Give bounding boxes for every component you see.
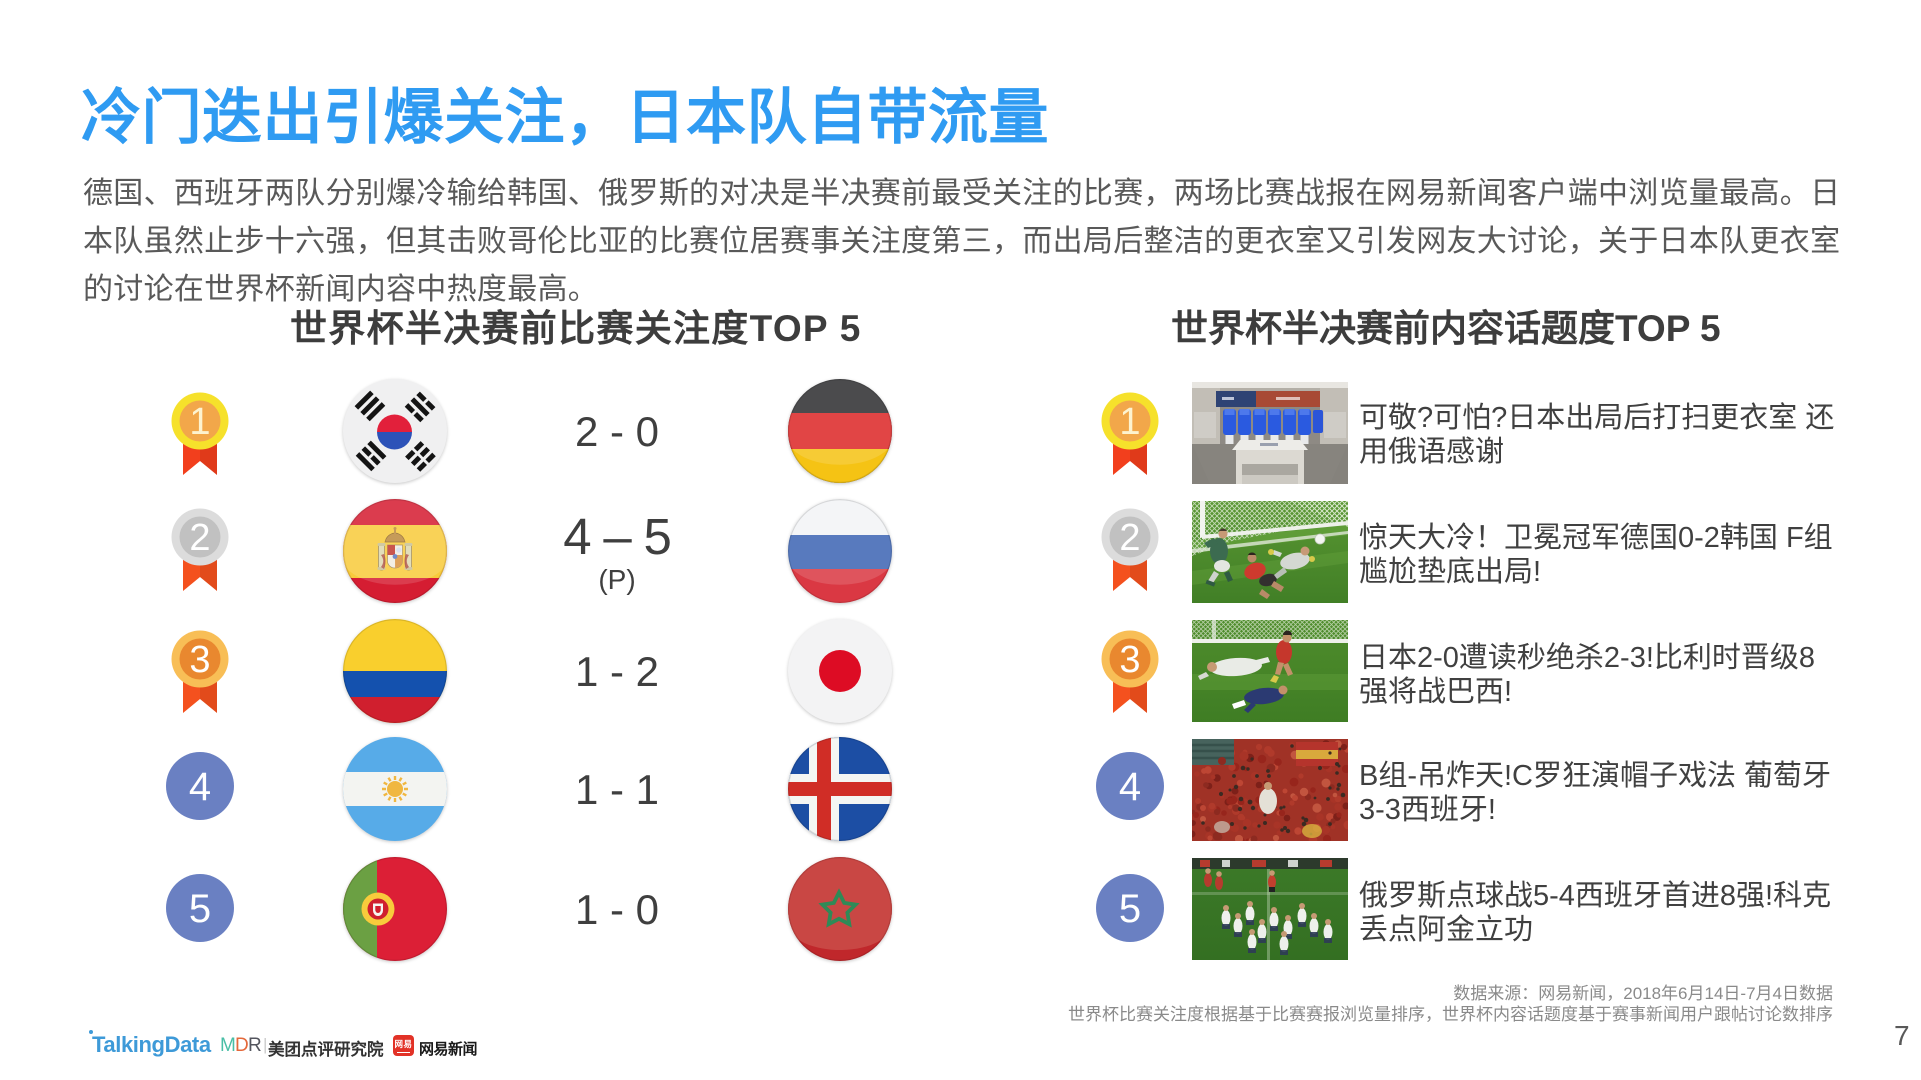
svg-text:4: 4 bbox=[189, 765, 211, 809]
svg-text:5: 5 bbox=[189, 887, 211, 931]
svg-text:1: 1 bbox=[189, 401, 210, 443]
svg-text:2: 2 bbox=[189, 517, 210, 559]
svg-text:1: 1 bbox=[1119, 401, 1140, 443]
svg-text:4: 4 bbox=[1119, 765, 1141, 809]
svg-text:2: 2 bbox=[1119, 517, 1140, 559]
svg-text:5: 5 bbox=[1119, 887, 1141, 931]
svg-text:3: 3 bbox=[189, 639, 210, 681]
svg-text:3: 3 bbox=[1119, 639, 1140, 681]
